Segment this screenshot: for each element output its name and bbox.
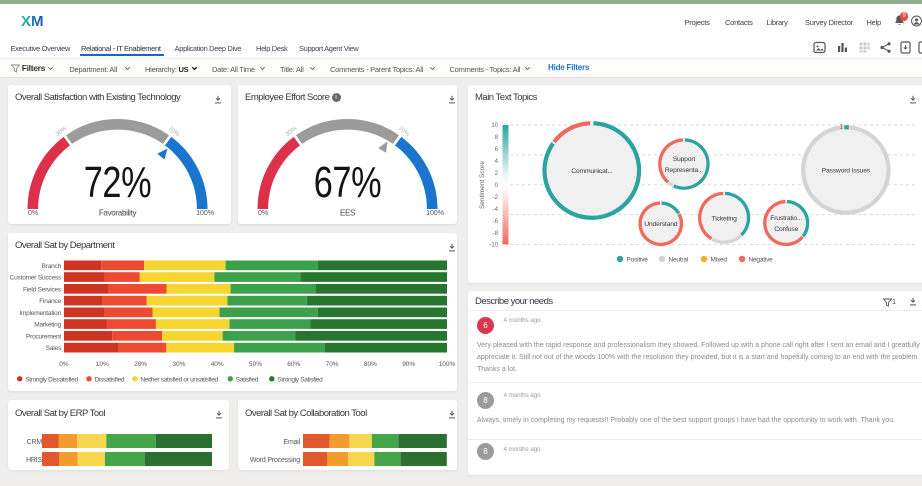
- svg-text:Marketing: Marketing: [34, 322, 61, 329]
- svg-text:8: 8: [495, 135, 499, 141]
- svg-text:30%: 30%: [172, 361, 185, 368]
- svg-text:Negative: Negative: [749, 257, 774, 264]
- svg-text:Favorability: Favorability: [99, 209, 137, 218]
- svg-text:67%: 67%: [314, 158, 381, 207]
- svg-text:Finance: Finance: [39, 298, 61, 305]
- svg-text:-8: -8: [493, 231, 499, 237]
- svg-text:Implementation: Implementation: [19, 310, 61, 317]
- svg-text:Branch: Branch: [42, 263, 62, 270]
- svg-text:Sentiment Score: Sentiment Score: [479, 161, 486, 209]
- svg-text:Communicat...: Communicat...: [571, 168, 613, 175]
- svg-text:1: 1: [840, 125, 844, 131]
- svg-text:Word Processing: Word Processing: [250, 457, 300, 464]
- svg-text:50%: 50%: [249, 361, 262, 368]
- svg-text:100%: 100%: [196, 210, 214, 217]
- svg-text:Procurement: Procurement: [26, 333, 61, 340]
- svg-text:-6: -6: [493, 219, 499, 225]
- svg-text:-4: -4: [493, 207, 499, 213]
- svg-text:0%: 0%: [59, 361, 69, 368]
- svg-text:70%: 70%: [167, 126, 181, 138]
- svg-text:Satisfied: Satisfied: [236, 376, 259, 383]
- svg-text:10: 10: [491, 123, 498, 129]
- svg-text:0%: 0%: [258, 210, 268, 217]
- svg-text:30%: 30%: [285, 126, 299, 138]
- svg-text:0: 0: [495, 183, 499, 189]
- svg-text:Support: Support: [673, 156, 696, 163]
- svg-text:Strongly Satisfied: Strongly Satisfied: [277, 376, 323, 383]
- svg-text:72%: 72%: [84, 158, 151, 207]
- svg-text:Confuse: Confuse: [774, 226, 798, 233]
- svg-text:100%: 100%: [426, 210, 444, 217]
- svg-text:HRIS: HRIS: [26, 457, 42, 464]
- svg-text:80%: 80%: [364, 361, 377, 368]
- svg-text:Field Services: Field Services: [23, 286, 62, 293]
- svg-text:90%: 90%: [402, 361, 415, 368]
- svg-text:40%: 40%: [211, 361, 224, 368]
- svg-text:20%: 20%: [134, 361, 147, 368]
- svg-text:Customer Success: Customer Success: [10, 275, 62, 282]
- svg-text:Strongly Dissatisfied: Strongly Dissatisfied: [25, 376, 78, 383]
- svg-text:Representa...: Representa...: [665, 167, 704, 174]
- svg-text:Sales: Sales: [46, 345, 62, 352]
- svg-text:60%: 60%: [287, 361, 300, 368]
- svg-text:Mixed: Mixed: [711, 257, 728, 264]
- svg-text:10%: 10%: [96, 361, 109, 368]
- svg-text:Ticketing: Ticketing: [712, 215, 738, 222]
- svg-text:-10: -10: [489, 243, 498, 249]
- svg-text:Password Issues: Password Issues: [822, 168, 871, 175]
- svg-text:-2: -2: [493, 195, 499, 201]
- svg-text:Email: Email: [283, 439, 300, 446]
- svg-text:70%: 70%: [326, 361, 339, 368]
- svg-text:CRM: CRM: [27, 439, 43, 446]
- svg-text:2: 2: [495, 171, 499, 177]
- svg-text:0%: 0%: [28, 210, 38, 217]
- svg-text:EES: EES: [340, 209, 355, 218]
- svg-text:Positive: Positive: [627, 257, 649, 264]
- svg-text:6: 6: [495, 147, 499, 153]
- svg-text:Neither satisfied or unsatisfi: Neither satisfied or unsatisfied: [140, 376, 218, 383]
- svg-text:30%: 30%: [55, 126, 69, 138]
- svg-text:Frustratio...: Frustratio...: [770, 215, 802, 222]
- svg-text:4: 4: [495, 159, 499, 165]
- svg-text:Dissatisfied: Dissatisfied: [95, 376, 125, 383]
- svg-text:Understand: Understand: [644, 221, 678, 228]
- svg-text:100%: 100%: [439, 361, 456, 368]
- svg-text:70%: 70%: [397, 126, 411, 138]
- svg-text:Neutral: Neutral: [669, 257, 689, 264]
